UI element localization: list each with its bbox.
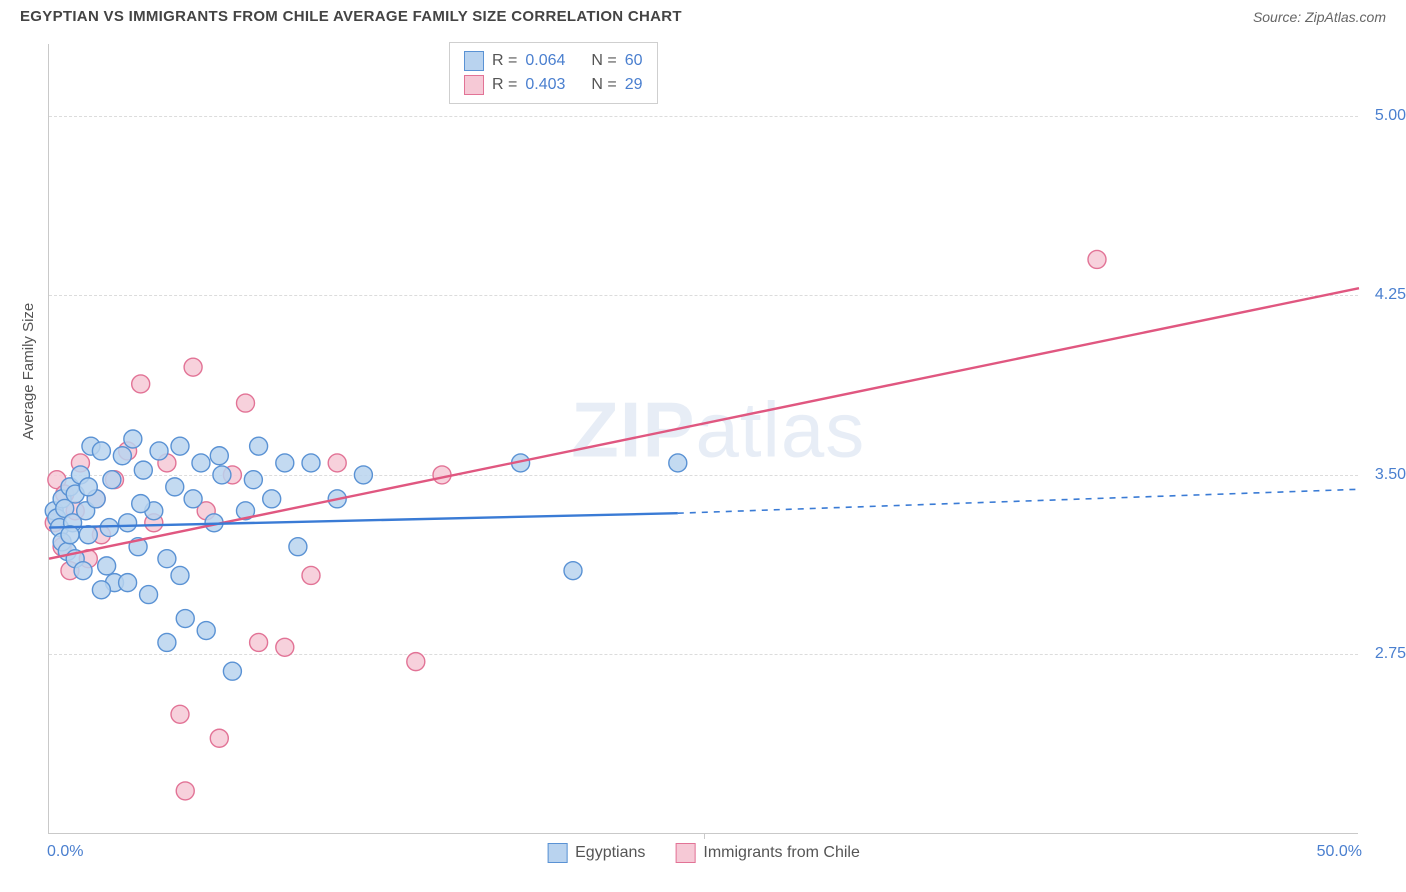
n-label: N = [591, 76, 616, 94]
legend-row: R = 0.064 N = 60 [464, 49, 643, 73]
swatch-icon [547, 843, 567, 863]
swatch-icon [464, 51, 484, 71]
r-value: 0.403 [525, 76, 565, 94]
chart-plot-area: ZIPatlas 2.75 3.50 4.25 5.00 0.0% 50.0% … [48, 44, 1358, 834]
chart-title: EGYPTIAN VS IMMIGRANTS FROM CHILE AVERAG… [20, 8, 682, 25]
scatter-svg [49, 44, 1358, 833]
swatch-icon [464, 75, 484, 95]
r-label: R = [492, 52, 517, 70]
x-tick-right: 50.0% [1317, 843, 1362, 861]
legend-row: R = 0.403 N = 29 [464, 73, 643, 97]
source-label: Source: ZipAtlas.com [1253, 9, 1386, 25]
r-value: 0.064 [525, 52, 565, 70]
correlation-legend: R = 0.064 N = 60 R = 0.403 N = 29 [449, 42, 658, 104]
legend-item: Immigrants from Chile [675, 843, 859, 863]
y-tick-label: 3.50 [1362, 466, 1406, 484]
n-label: N = [591, 52, 616, 70]
n-value: 29 [625, 76, 643, 94]
swatch-icon [675, 843, 695, 863]
n-value: 60 [625, 52, 643, 70]
y-tick-label: 2.75 [1362, 645, 1406, 663]
r-label: R = [492, 76, 517, 94]
y-tick-label: 5.00 [1362, 107, 1406, 125]
y-axis-label: Average Family Size [20, 303, 37, 440]
series-legend: Egyptians Immigrants from Chile [547, 843, 860, 863]
x-tick-left: 0.0% [47, 843, 83, 861]
legend-label: Immigrants from Chile [703, 844, 859, 862]
legend-label: Egyptians [575, 844, 645, 862]
y-tick-label: 4.25 [1362, 286, 1406, 304]
legend-item: Egyptians [547, 843, 645, 863]
x-mid-tick [704, 833, 705, 839]
